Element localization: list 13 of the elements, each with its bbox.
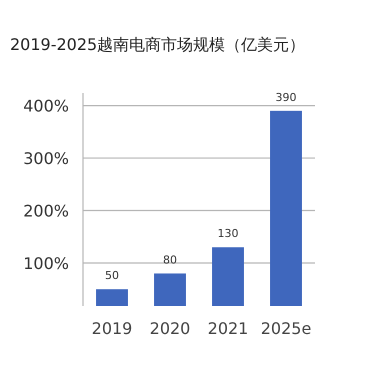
- data-label: 130: [218, 227, 238, 240]
- y-tick-label: 200%: [23, 202, 69, 221]
- y-tick-label: 100%: [23, 254, 69, 273]
- y-tick-label: 400%: [23, 96, 69, 116]
- x-tick-label: 2019: [92, 319, 132, 338]
- y-tick-label: 300%: [23, 149, 69, 168]
- x-tick-label: 2021: [208, 319, 248, 338]
- x-tick-label: 2020: [150, 319, 190, 338]
- data-label: 50: [105, 269, 119, 282]
- data-label: 80: [163, 253, 177, 266]
- x-tick-label: 2025e: [260, 319, 312, 338]
- chart-title: 2019-2025越南电商市场规模（亿美元）: [10, 35, 306, 54]
- data-label: 390: [276, 90, 296, 104]
